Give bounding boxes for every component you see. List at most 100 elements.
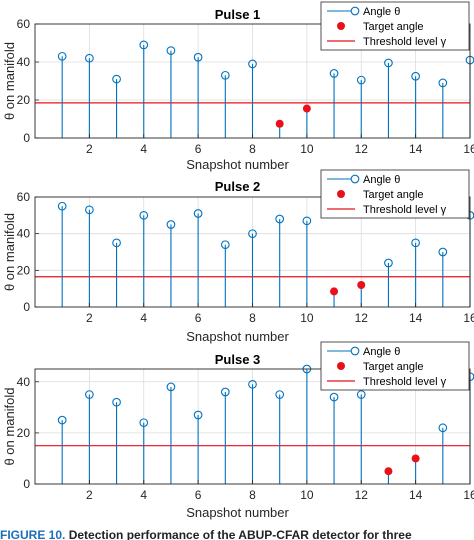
x-tick-label: 6 xyxy=(195,488,202,502)
angle-point xyxy=(57,51,67,61)
legend-swatch-target xyxy=(337,22,345,30)
panel-1: 2 4 6 8 10 12 14 16 0 20 40 60 Pulse 1 Snapshot numbe… xyxy=(2,1,474,172)
caption-label: FIGURE 10. xyxy=(0,528,66,540)
target-angle-point xyxy=(330,287,339,296)
legend: Angle θ Target angle Threshold level γ xyxy=(320,341,470,391)
angle-point xyxy=(248,379,257,389)
angle-point xyxy=(438,78,448,88)
angle-point xyxy=(275,214,285,224)
angle-point xyxy=(85,205,94,215)
x-tick-label: 4 xyxy=(140,311,147,325)
y-tick-label: 40 xyxy=(17,227,31,241)
target-angle-point xyxy=(384,467,393,476)
angle-point xyxy=(166,382,176,392)
angle-point xyxy=(220,240,230,250)
angle-point xyxy=(438,247,448,257)
y-tick-label: 0 xyxy=(23,300,30,314)
legend-box xyxy=(320,169,470,219)
y-axis-label: θ on manifold xyxy=(2,42,17,120)
y-axis-label: θ on manifold xyxy=(2,213,17,291)
angle-point xyxy=(438,423,448,433)
angle-point xyxy=(57,201,67,211)
y-tick-label: 20 xyxy=(17,426,31,440)
legend-swatch-target xyxy=(337,190,345,198)
legend-label: Threshold level γ xyxy=(363,36,447,48)
x-tick-label: 10 xyxy=(300,142,314,156)
x-tick-label: 8 xyxy=(249,311,256,325)
y-tick-label: 20 xyxy=(17,93,31,107)
x-tick-label: 16 xyxy=(463,311,474,325)
legend-label: Angle θ xyxy=(363,346,400,358)
x-tick-label: 12 xyxy=(355,142,369,156)
chart-title: Pulse 1 xyxy=(215,7,261,22)
angle-point xyxy=(166,220,176,229)
angle-point xyxy=(220,387,230,397)
y-tick-label: 60 xyxy=(17,17,31,31)
angle-point xyxy=(112,238,121,248)
legend-label: Target angle xyxy=(363,189,424,201)
x-tick-label: 16 xyxy=(463,488,474,502)
x-axis-label: Snapshot number xyxy=(186,505,289,520)
angle-point xyxy=(329,69,339,78)
x-tick-label: 12 xyxy=(355,311,369,325)
angle-point xyxy=(193,410,203,420)
x-tick-label: 2 xyxy=(86,142,93,156)
angle-point xyxy=(411,71,420,81)
x-tick-label: 2 xyxy=(86,311,93,325)
angle-point xyxy=(411,238,420,248)
legend-label: Threshold level γ xyxy=(363,376,447,388)
angle-point xyxy=(166,46,176,55)
legend-label: Target angle xyxy=(363,361,424,373)
angle-point xyxy=(329,392,339,402)
caption-text: Detection performance of the ABUP-CFAR d… xyxy=(68,528,412,540)
y-tick-label: 20 xyxy=(17,263,31,277)
target-angle-point xyxy=(357,281,366,289)
angle-point xyxy=(57,415,67,425)
angle-point xyxy=(193,52,203,62)
y-axis-label: θ on manifold xyxy=(2,387,17,465)
y-tick-label: 0 xyxy=(23,477,30,491)
x-tick-label: 16 xyxy=(463,142,474,156)
legend-label: Threshold level γ xyxy=(363,204,447,216)
angle-point xyxy=(193,209,203,218)
angle-point xyxy=(220,70,230,80)
chart-title: Pulse 3 xyxy=(215,352,261,367)
angle-point xyxy=(139,418,149,428)
legend-label: Angle θ xyxy=(363,174,400,186)
y-tick-label: 40 xyxy=(17,55,31,69)
x-tick-label: 4 xyxy=(140,142,147,156)
angle-point xyxy=(248,59,257,69)
angle-point xyxy=(112,397,121,407)
figure-caption: FIGURE 10. Detection performance of the … xyxy=(0,528,474,540)
x-tick-label: 12 xyxy=(355,488,369,502)
legend-label: Angle θ xyxy=(363,6,400,18)
x-tick-label: 8 xyxy=(249,142,256,156)
target-angle-point xyxy=(275,119,284,128)
x-tick-label: 8 xyxy=(249,488,256,502)
y-tick-label: 0 xyxy=(23,131,30,145)
x-tick-label: 6 xyxy=(195,142,202,156)
angle-point xyxy=(85,390,94,399)
x-tick-label: 4 xyxy=(140,488,147,502)
legend-swatch-angle-marker xyxy=(350,174,360,184)
legend-swatch-angle-marker xyxy=(350,346,360,356)
angle-point xyxy=(384,258,393,268)
y-tick-label: 40 xyxy=(17,375,31,389)
x-tick-label: 10 xyxy=(300,488,314,502)
angle-point xyxy=(248,229,257,239)
angle-point xyxy=(275,390,285,399)
angle-point xyxy=(112,74,121,84)
chart-title: Pulse 2 xyxy=(215,179,261,194)
legend-label: Target angle xyxy=(363,21,424,33)
angle-point xyxy=(85,53,94,63)
x-tick-label: 14 xyxy=(409,488,423,502)
x-axis-label: Snapshot number xyxy=(186,157,289,172)
angle-point xyxy=(356,75,366,85)
x-tick-label: 2 xyxy=(86,488,93,502)
legend-box xyxy=(320,341,470,391)
legend: Angle θ Target angle Threshold level γ xyxy=(320,1,470,51)
angle-point xyxy=(139,210,149,220)
target-angle-point xyxy=(302,104,311,113)
angle-point xyxy=(356,390,366,399)
